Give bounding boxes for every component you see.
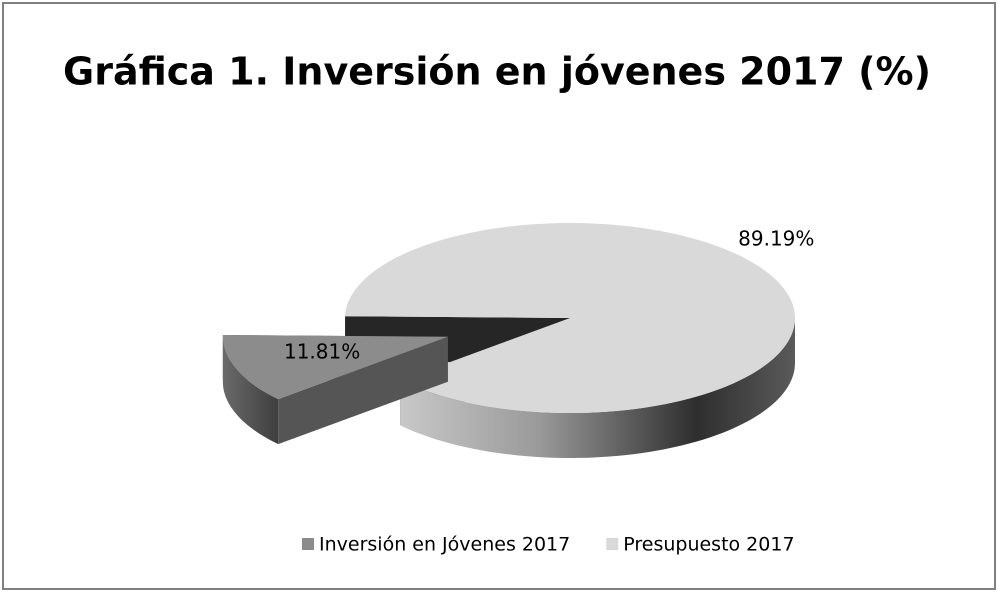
legend-swatch [606, 538, 619, 550]
legend-swatch [302, 538, 314, 550]
slice-rim [400, 318, 795, 458]
pie-slice [345, 223, 795, 413]
data-label: 11.81% [284, 340, 360, 364]
chart-title: Gráfica 1. Inversión en jóvenes 2017 (%) [63, 50, 931, 94]
legend-label: Presupuesto 2017 [623, 534, 794, 556]
slice-rim [222, 336, 279, 445]
data-label: 89.19% [738, 227, 814, 251]
pie-slice [222, 335, 448, 400]
legend-label: Inversión en Jóvenes 2017 [319, 534, 570, 556]
